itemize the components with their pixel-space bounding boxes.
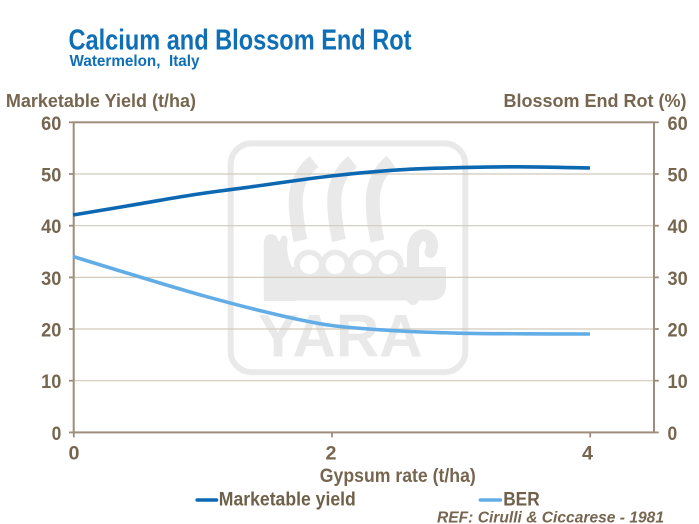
svg-text:Gypsum rate (t/ha): Gypsum rate (t/ha) <box>320 466 476 487</box>
svg-text:Calcium and Blossom End Rot: Calcium and Blossom End Rot <box>69 24 412 56</box>
svg-text:30: 30 <box>41 268 61 290</box>
svg-text:YARA: YARA <box>258 303 423 370</box>
svg-text:30: 30 <box>668 268 688 290</box>
svg-text:10: 10 <box>41 371 61 393</box>
svg-text:2: 2 <box>326 443 337 465</box>
svg-text:50: 50 <box>668 165 688 187</box>
svg-text:60: 60 <box>668 113 688 135</box>
svg-text:50: 50 <box>41 165 61 187</box>
svg-text:40: 40 <box>668 216 688 238</box>
svg-text:Marketable yield: Marketable yield <box>219 489 356 511</box>
svg-text:20: 20 <box>668 320 688 342</box>
svg-text:Blossom End Rot (%): Blossom End Rot (%) <box>504 91 687 111</box>
svg-text:0: 0 <box>52 423 62 445</box>
svg-text:REF: Cirulli & Ciccarese - 198: REF: Cirulli & Ciccarese - 1981 <box>437 509 664 524</box>
svg-text:0: 0 <box>69 443 80 465</box>
svg-text:0: 0 <box>668 423 678 445</box>
svg-text:Watermelon, Italy: Watermelon, Italy <box>70 53 200 70</box>
svg-text:40: 40 <box>41 216 61 238</box>
svg-text:Marketable Yield (t/ha): Marketable Yield (t/ha) <box>6 91 196 111</box>
svg-text:10: 10 <box>668 371 688 393</box>
svg-text:4: 4 <box>582 443 593 465</box>
svg-text:BER: BER <box>503 488 540 510</box>
svg-text:20: 20 <box>41 320 61 342</box>
svg-text:60: 60 <box>41 113 61 135</box>
